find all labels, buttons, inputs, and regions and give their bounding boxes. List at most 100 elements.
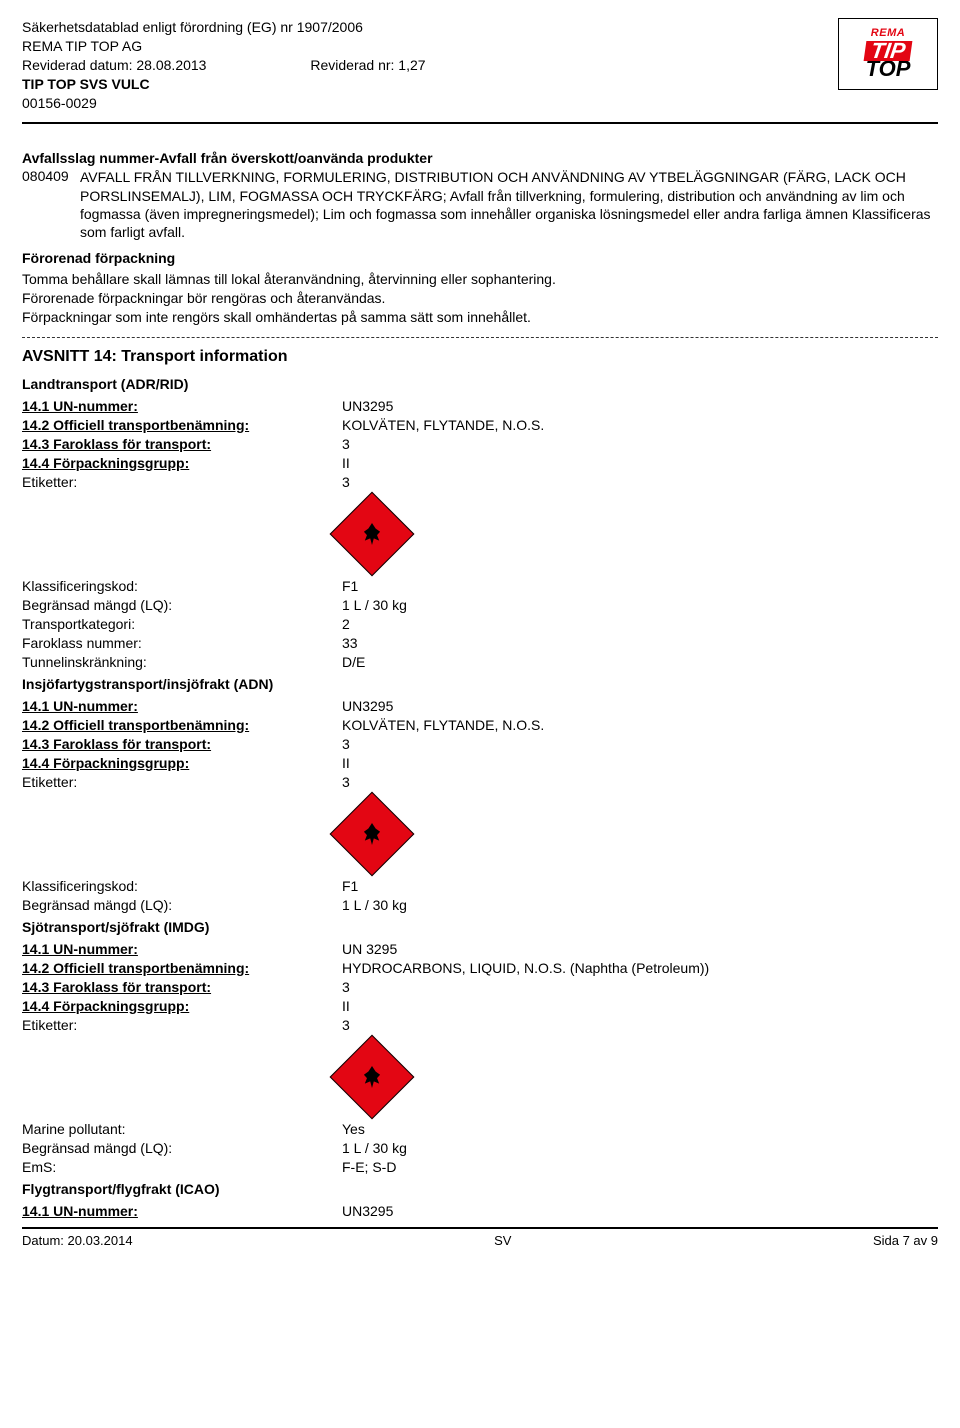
imdg-marine-row: Marine pollutant:Yes [22,1121,938,1137]
revised-number: Reviderad nr: 1,27 [310,56,425,75]
pack-label: 14.4 Förpackningsgrupp: [22,755,342,771]
imdg-ems-row: EmS:F-E; S-D [22,1159,938,1175]
faronum-label: Faroklass nummer: [22,635,342,651]
adn-un: UN3295 [342,698,938,714]
adr-etik: 3 [342,474,938,490]
adr-lq-row: Begränsad mängd (LQ):1 L / 30 kg [22,597,938,613]
marine-label: Marine pollutant: [22,1121,342,1137]
etik-label: Etiketter: [22,1017,342,1033]
adr-lq: 1 L / 30 kg [342,597,938,613]
un-label: 14.1 UN-nummer: [22,941,342,957]
off-label: 14.2 Officiell transportbenämning: [22,717,342,733]
un-label: 14.1 UN-nummer: [22,1203,342,1219]
flame-icon [363,523,381,545]
waste-section-title: Avfallsslag nummer-Avfall från överskott… [22,150,938,166]
adn-off: KOLVÄTEN, FLYTANDE, N.O.S. [342,717,938,733]
flame-icon [363,823,381,845]
un-label: 14.1 UN-nummer: [22,698,342,714]
packaging-title: Förorenad förpackning [22,249,938,268]
adr-klass-row: Klassificeringskod:F1 [22,578,938,594]
adn-pack: II [342,755,938,771]
document-header: Säkerhetsdatablad enligt förordning (EG)… [22,18,938,116]
section-14-title: AVSNITT 14: Transport information [22,348,938,366]
footer-page: Sida 7 av 9 [873,1233,938,1248]
adr-faro: 3 [342,436,938,452]
product-code: 00156-0029 [22,94,426,113]
off-label: 14.2 Officiell transportbenämning: [22,960,342,976]
flammable-hazard-icon [330,1034,415,1119]
packaging-block: Förorenad förpackning Tomma behållare sk… [22,249,938,327]
adr-transkat: 2 [342,616,938,632]
adr-faro-row: 14.3 Faroklass för transport:3 [22,436,938,452]
adr-faronum: 33 [342,635,938,651]
adr-title: Landtransport (ADR/RID) [22,376,938,392]
adn-lq: 1 L / 30 kg [342,897,938,913]
waste-row: 080409 AVFALL FRÅN TILLVERKNING, FORMULE… [22,168,938,241]
imdg-faro: 3 [342,979,938,995]
header-company: REMA TIP TOP AG [22,37,426,56]
imdg-title: Sjötransport/sjöfrakt (IMDG) [22,919,938,935]
adr-tunnel: D/E [342,654,938,670]
un-label: 14.1 UN-nummer: [22,398,342,414]
adn-faro-row: 14.3 Faroklass för transport:3 [22,736,938,752]
adr-transkat-row: Transportkategori:2 [22,616,938,632]
adn-etik: 3 [342,774,938,790]
adn-etik-row: Etiketter:3 [22,774,938,790]
adr-pack: II [342,455,938,471]
icao-title: Flygtransport/flygfrakt (ICAO) [22,1181,938,1197]
lq-label: Begränsad mängd (LQ): [22,897,342,913]
etik-label: Etiketter: [22,474,342,490]
product-name: TIP TOP SVS VULC [22,75,426,94]
adn-klass-row: Klassificeringskod:F1 [22,878,938,894]
flame-icon [363,1066,381,1088]
waste-text: AVFALL FRÅN TILLVERKNING, FORMULERING, D… [80,168,938,241]
ems-label: EmS: [22,1159,342,1175]
etik-label: Etiketter: [22,774,342,790]
adr-etik-row: Etiketter:3 [22,474,938,490]
adn-klass: F1 [342,878,938,894]
adr-off: KOLVÄTEN, FLYTANDE, N.O.S. [342,417,938,433]
adr-un: UN3295 [342,398,938,414]
lq-label: Begränsad mängd (LQ): [22,1140,342,1156]
adn-un-row: 14.1 UN-nummer:UN3295 [22,698,938,714]
packaging-line-3: Förpackningar som inte rengörs skall omh… [22,308,938,327]
footer-date: Datum: 20.03.2014 [22,1233,133,1248]
footer-lang: SV [494,1233,511,1248]
transkat-label: Transportkategori: [22,616,342,632]
imdg-pack: II [342,998,938,1014]
imdg-marine: Yes [342,1121,938,1137]
adn-title: Insjöfartygstransport/insjöfrakt (ADN) [22,676,938,692]
adr-un-row: 14.1 UN-nummer:UN3295 [22,398,938,414]
adn-pack-row: 14.4 Förpackningsgrupp:II [22,755,938,771]
adr-tunnel-row: Tunnelinskränkning:D/E [22,654,938,670]
adr-klass: F1 [342,578,938,594]
revised-date: Reviderad datum: 28.08.2013 [22,57,206,73]
packaging-line-2: Förorenade förpackningar bör rengöras oc… [22,289,938,308]
tunnel-label: Tunnelinskränkning: [22,654,342,670]
header-text: Säkerhetsdatablad enligt förordning (EG)… [22,18,426,112]
icao-un-row: 14.1 UN-nummer:UN3295 [22,1203,938,1219]
imdg-off: HYDROCARBONS, LIQUID, N.O.S. (Naphtha (P… [342,960,938,976]
klass-label: Klassificeringskod: [22,578,342,594]
packaging-line-1: Tomma behållare skall lämnas till lokal … [22,270,938,289]
logo-tip: TIP [863,41,912,61]
imdg-un: UN 3295 [342,941,938,957]
flammable-hazard-icon [330,491,415,576]
adn-lq-row: Begränsad mängd (LQ):1 L / 30 kg [22,897,938,913]
adn-hazard-icon-wrap [342,804,938,864]
off-label: 14.2 Officiell transportbenämning: [22,417,342,433]
adr-off-row: 14.2 Officiell transportbenämning:KOLVÄT… [22,417,938,433]
pack-label: 14.4 Förpackningsgrupp: [22,455,342,471]
imdg-pack-row: 14.4 Förpackningsgrupp:II [22,998,938,1014]
lq-label: Begränsad mängd (LQ): [22,597,342,613]
imdg-lq: 1 L / 30 kg [342,1140,938,1156]
imdg-off-row: 14.2 Officiell transportbenämning:HYDROC… [22,960,938,976]
imdg-faro-row: 14.3 Faroklass för transport:3 [22,979,938,995]
flammable-hazard-icon [330,791,415,876]
rema-tip-top-logo: REMA TIP TOP [838,18,938,90]
header-rule [22,122,938,124]
imdg-etik-row: Etiketter:3 [22,1017,938,1033]
icao-un: UN3295 [342,1203,938,1219]
section-divider [22,337,938,338]
adn-faro: 3 [342,736,938,752]
